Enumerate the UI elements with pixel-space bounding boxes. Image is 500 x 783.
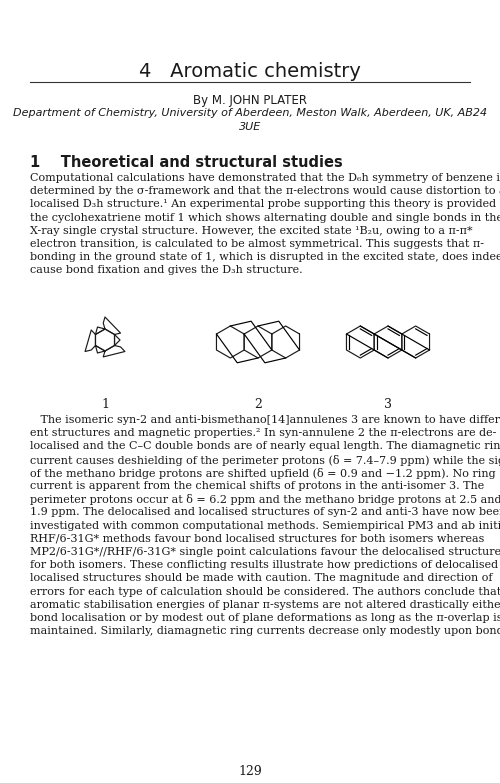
- Text: current causes deshielding of the perimeter protons (δ = 7.4–7.9 ppm) while the : current causes deshielding of the perime…: [30, 455, 500, 466]
- Text: 1    Theoretical and structural studies: 1 Theoretical and structural studies: [30, 155, 343, 170]
- Text: By M. JOHN PLATER: By M. JOHN PLATER: [193, 94, 307, 107]
- Text: for both isomers. These conflicting results illustrate how predictions of deloca: for both isomers. These conflicting resu…: [30, 560, 500, 570]
- Text: perimeter protons occur at δ = 6.2 ppm and the methano bridge protons at 2.5 and: perimeter protons occur at δ = 6.2 ppm a…: [30, 494, 500, 505]
- Text: 1.9 ppm. The delocalised and localised structures of syn-2 and anti-3 have now b: 1.9 ppm. The delocalised and localised s…: [30, 507, 500, 518]
- Text: RHF/6-31G* methods favour bond localised structures for both isomers whereas: RHF/6-31G* methods favour bond localised…: [30, 534, 484, 544]
- Text: bonding in the ground state of 1, which is disrupted in the excited state, does : bonding in the ground state of 1, which …: [30, 252, 500, 262]
- Text: localised and the C–C double bonds are of nearly equal length. The diamagnetic r: localised and the C–C double bonds are o…: [30, 442, 500, 452]
- Text: ent structures and magnetic properties.² In syn-annulene 2 the π-electrons are d: ent structures and magnetic properties.²…: [30, 428, 496, 438]
- Text: localised D₃h structure.¹ An experimental probe supporting this theory is provid: localised D₃h structure.¹ An experimenta…: [30, 200, 500, 209]
- Text: localised structures should be made with caution. The magnitude and direction of: localised structures should be made with…: [30, 573, 492, 583]
- Text: maintained. Similarly, diamagnetic ring currents decrease only modestly upon bon: maintained. Similarly, diamagnetic ring …: [30, 626, 500, 637]
- Text: electron transition, is calculated to be almost symmetrical. This suggests that : electron transition, is calculated to be…: [30, 239, 484, 249]
- Text: 3: 3: [384, 398, 392, 411]
- Text: of the methano bridge protons are shifted upfield (δ = 0.9 and −1.2 ppm). No rin: of the methano bridge protons are shifte…: [30, 467, 496, 478]
- Text: MP2/6-31G*//RHF/6-31G* single point calculations favour the delocalised structur: MP2/6-31G*//RHF/6-31G* single point calc…: [30, 547, 500, 557]
- Text: Computational calculations have demonstrated that the D₆h symmetry of benzene is: Computational calculations have demonstr…: [30, 173, 500, 183]
- Text: X-ray single crystal structure. However, the excited state ¹B₂u, owing to a π-π*: X-ray single crystal structure. However,…: [30, 226, 472, 236]
- Text: cause bond fixation and gives the D₃h structure.: cause bond fixation and gives the D₃h st…: [30, 265, 302, 276]
- Text: 1: 1: [101, 398, 109, 411]
- Text: determined by the σ-framework and that the π-electrons would cause distortion to: determined by the σ-framework and that t…: [30, 186, 500, 197]
- Text: The isomeric syn-2 and anti-bismethano[14]annulenes 3 are known to have differ-: The isomeric syn-2 and anti-bismethano[1…: [30, 415, 500, 425]
- Text: aromatic stabilisation energies of planar π-systems are not altered drastically : aromatic stabilisation energies of plana…: [30, 600, 500, 610]
- Text: errors for each type of calculation should be considered. The authors conclude t: errors for each type of calculation shou…: [30, 586, 500, 597]
- Text: investigated with common computational methods. Semiempirical PM3 and ab initio: investigated with common computational m…: [30, 521, 500, 531]
- Text: Department of Chemistry, University of Aberdeen, Meston Walk, Aberdeen, UK, AB24: Department of Chemistry, University of A…: [13, 108, 487, 118]
- Text: current is apparent from the chemical shifts of protons in the anti-isomer 3. Th: current is apparent from the chemical sh…: [30, 481, 484, 491]
- Text: 4   Aromatic chemistry: 4 Aromatic chemistry: [139, 62, 361, 81]
- Text: 129: 129: [238, 765, 262, 778]
- Text: 2: 2: [254, 398, 262, 411]
- Text: bond localisation or by modest out of plane deformations as long as the π-overla: bond localisation or by modest out of pl…: [30, 613, 500, 623]
- Text: 3UE: 3UE: [239, 122, 261, 132]
- Text: the cyclohexatriene motif 1 which shows alternating double and single bonds in t: the cyclohexatriene motif 1 which shows …: [30, 213, 500, 222]
